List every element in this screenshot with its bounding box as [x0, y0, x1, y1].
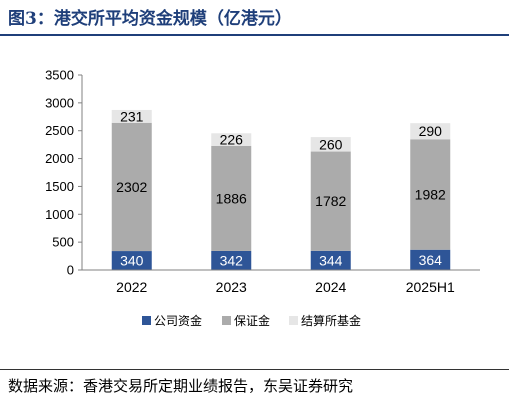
data-label: 260 [319, 136, 343, 152]
data-label: 231 [120, 108, 144, 124]
data-label: 344 [319, 252, 343, 268]
y-tick-label: 500 [52, 235, 74, 250]
x-tick-label: 2022 [116, 279, 147, 295]
source-note: 数据来源：香港交易所定期业绩报告，东吴证券研究 [8, 377, 354, 395]
data-label: 1886 [216, 190, 247, 206]
legend-swatch-1 [142, 316, 151, 325]
data-label: 1782 [315, 193, 346, 209]
bar-segment-2 [310, 151, 351, 251]
y-tick-label: 1000 [45, 207, 74, 222]
bar-segment-2 [211, 145, 252, 251]
data-label: 340 [120, 253, 144, 269]
bar-segment-3 [111, 109, 152, 123]
legend-label: 保证金 [234, 313, 270, 328]
bar-segment-1 [310, 250, 351, 270]
y-tick-label: 1500 [45, 179, 74, 194]
bar-segment-3 [310, 137, 351, 152]
x-tick-label: 2024 [315, 279, 346, 295]
y-tick-label: 3500 [45, 68, 74, 83]
legend-label: 公司资金 [154, 313, 202, 328]
source-divider [0, 369, 509, 370]
data-label: 290 [419, 123, 443, 139]
data-label: 226 [220, 132, 244, 148]
stacked-bar-chart: 0 500 1000 1500 2000 2500 3000 3500 340 2302 231 20… [45, 68, 480, 328]
bar-segment-2 [111, 122, 152, 252]
bar-segment-2 [410, 139, 451, 250]
x-tick-label: 2023 [216, 279, 247, 295]
bar-segment-1 [111, 251, 152, 270]
bar-segment-3 [410, 123, 451, 140]
bar-segment-1 [211, 250, 252, 270]
data-label: 364 [419, 252, 443, 268]
title-divider [0, 34, 509, 36]
data-label: 2302 [116, 179, 147, 195]
y-tick-label: 0 [67, 263, 74, 278]
chart-title: 图3：港交所平均资金规模（亿港元） [8, 9, 292, 29]
legend-label: 结算所基金 [301, 313, 361, 328]
bar-segment-3 [211, 133, 252, 146]
legend-swatch-2 [222, 316, 231, 325]
data-label: 1982 [415, 187, 446, 203]
x-tick-label: 2025H1 [406, 279, 455, 295]
data-label: 342 [220, 252, 244, 268]
bar-segment-1 [410, 249, 451, 270]
legend-swatch-3 [289, 316, 298, 325]
y-tick-label: 2000 [45, 151, 74, 166]
y-tick-label: 3000 [45, 95, 74, 110]
y-tick-label: 2500 [45, 123, 74, 138]
